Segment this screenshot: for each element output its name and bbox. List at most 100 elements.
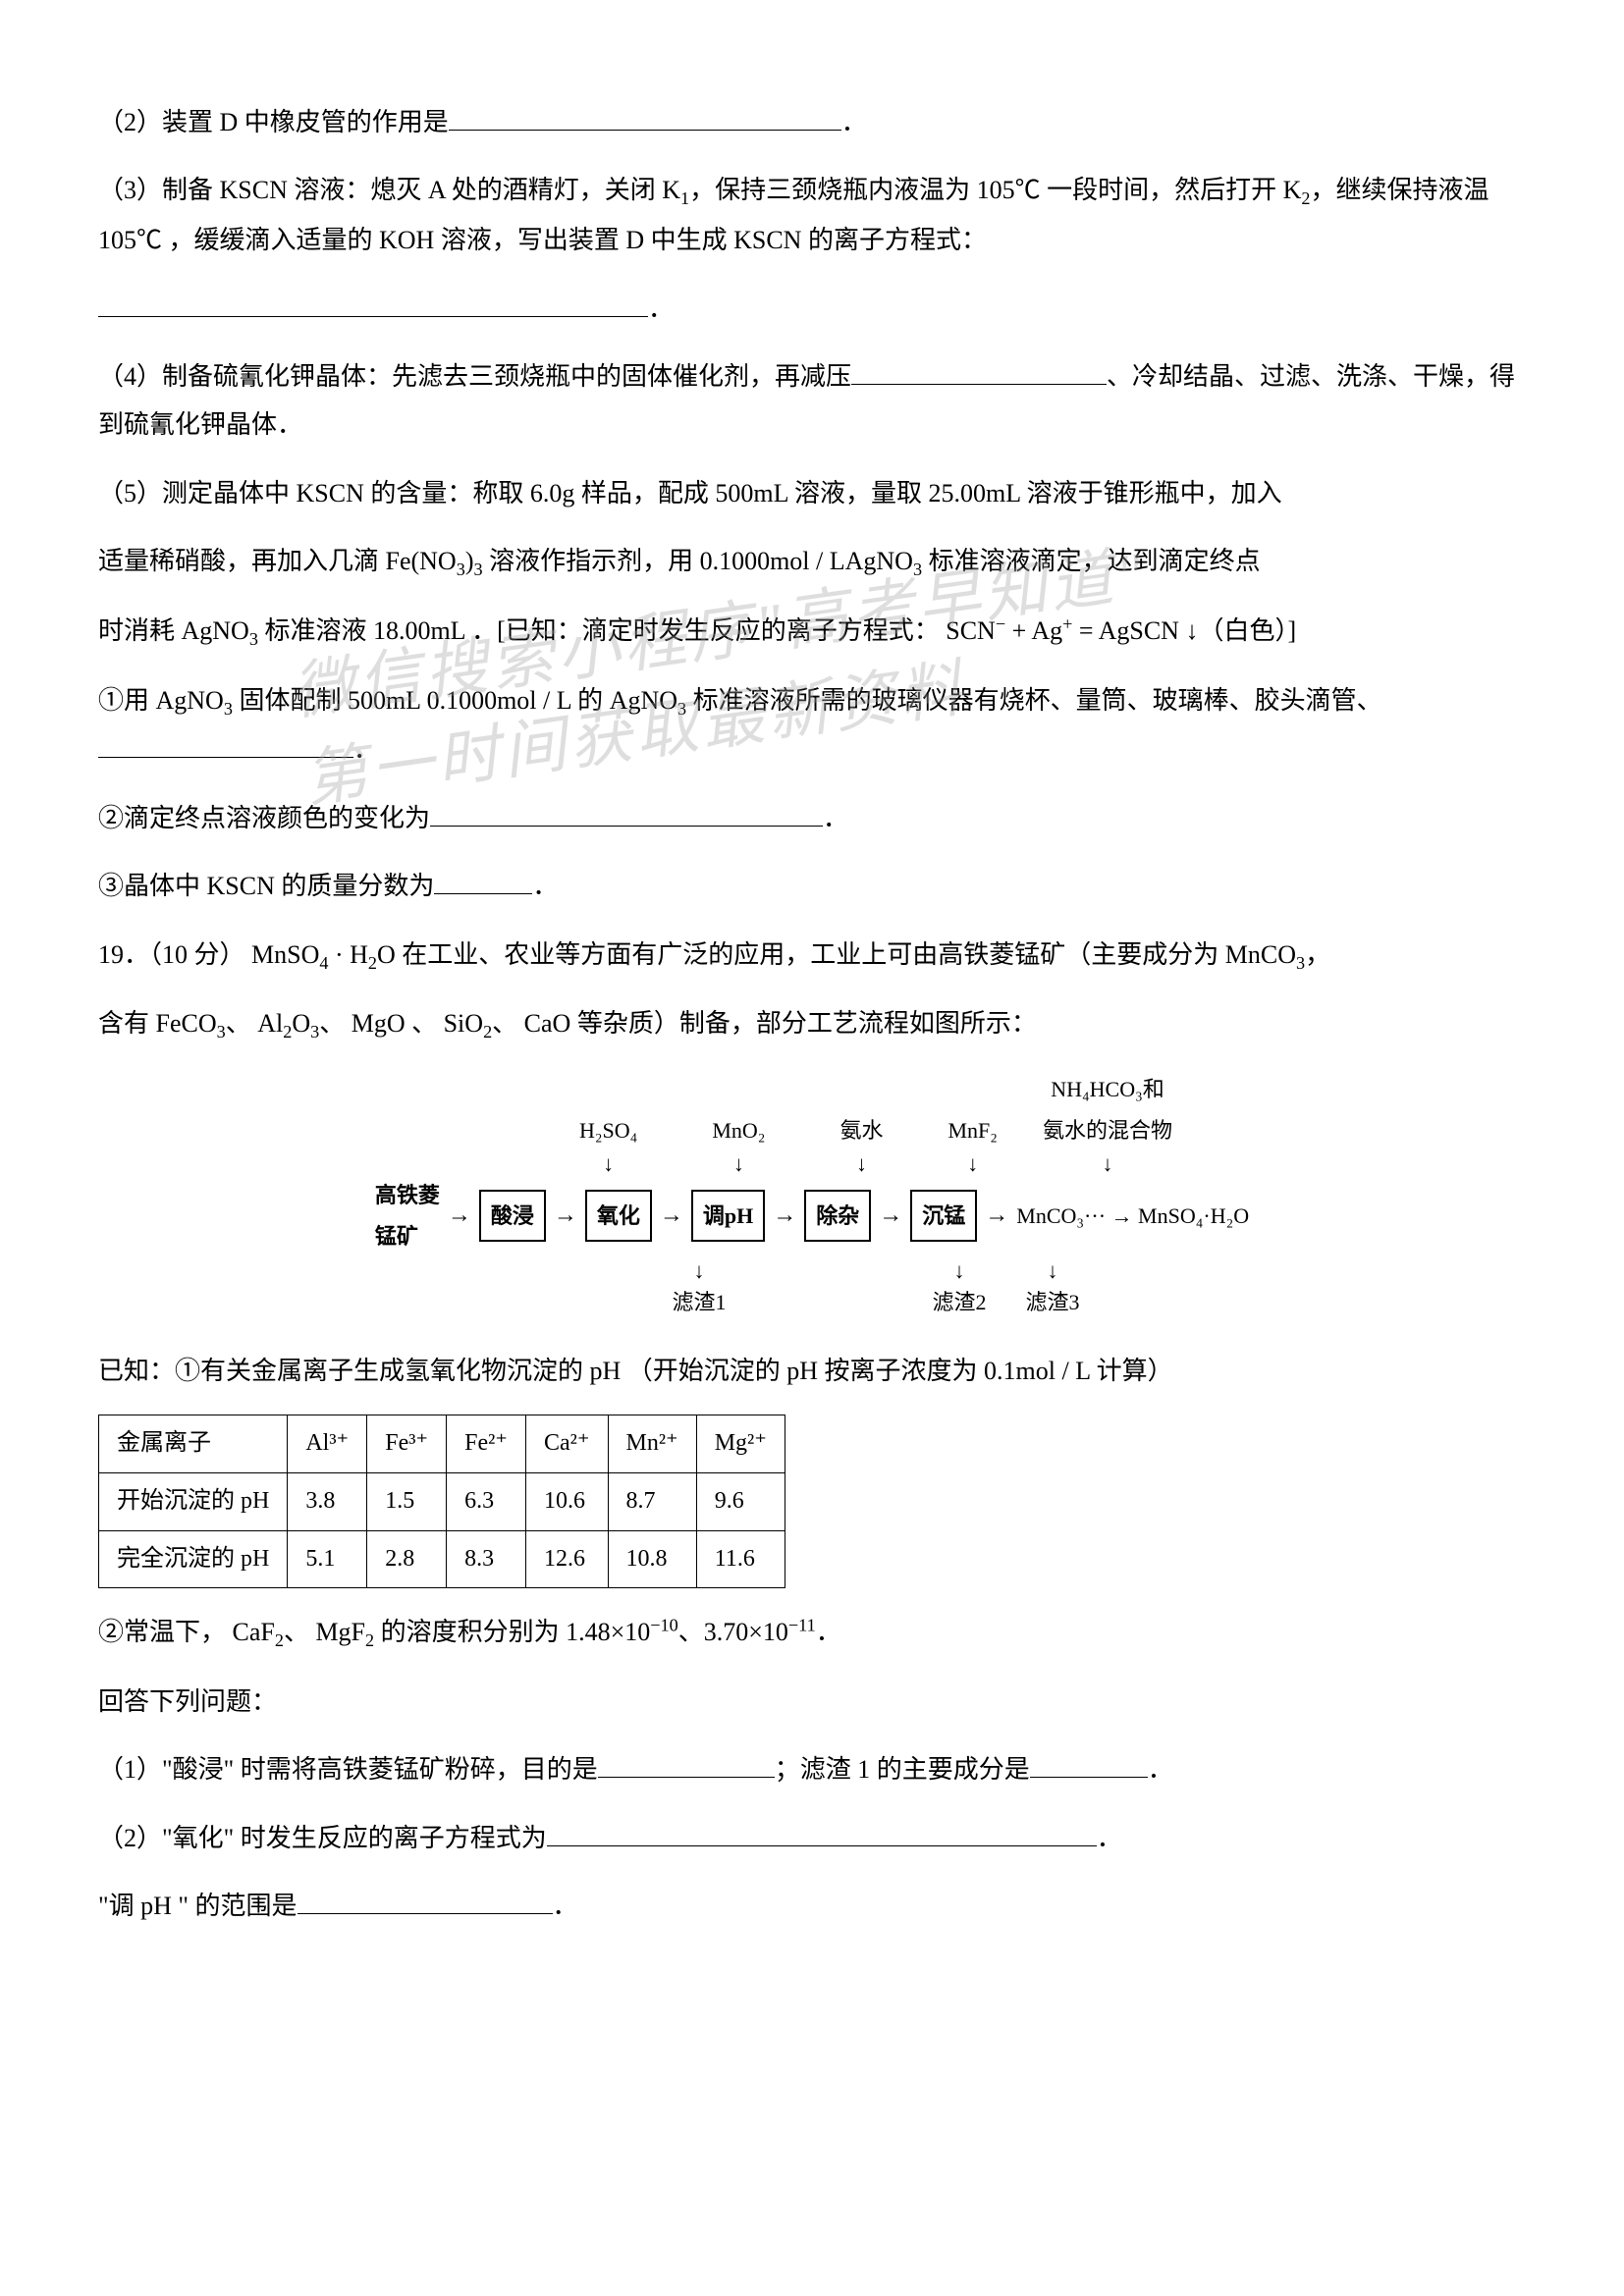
- dot: ．: [553, 1892, 578, 1920]
- sub: 3: [677, 699, 686, 719]
- flow-end: MnCO₃··· → MnSO₄·H₂O: [1016, 1196, 1249, 1237]
- flow-box-0: 酸浸: [479, 1190, 546, 1243]
- sub: 3: [310, 1023, 319, 1042]
- blank: [547, 1821, 1097, 1846]
- blank: [98, 732, 353, 758]
- q5c4: = AgSCN ↓（白色）]: [1072, 616, 1296, 645]
- q5b3: 标准溶液滴定，达到滴定终点: [922, 547, 1261, 575]
- right-arrow-icon: →: [985, 1194, 1008, 1239]
- r2-0: 5.1: [288, 1530, 367, 1588]
- right-arrow-icon: →: [773, 1194, 796, 1239]
- known2a: ②常温下， CaF: [98, 1618, 275, 1646]
- r1-2: 6.3: [447, 1473, 526, 1531]
- th-1: Al³⁺: [288, 1415, 367, 1473]
- right-arrow-icon: →: [660, 1194, 683, 1239]
- flow-mid-row: 高铁菱 锰矿 → 酸浸 → 氧化 → 调pH → 除杂 → 沉锰 → MnCO₃…: [375, 1175, 1249, 1257]
- blank: [449, 105, 841, 131]
- dot: ．: [1097, 1824, 1122, 1852]
- question-5-1: ①用 AgNO3 固体配制 500mL 0.1000mol / L 的 AgNO…: [98, 676, 1526, 774]
- sub: 3: [249, 629, 258, 649]
- dot: ．: [532, 872, 558, 900]
- known2c: 的溶度积分别为 1.48×10: [374, 1618, 650, 1646]
- r2-2: 8.3: [447, 1530, 526, 1588]
- q19h: 、 MgO 、 SiO: [319, 1009, 483, 1038]
- down-arrow-icon: ↓: [1102, 1153, 1112, 1175]
- q3a: （3）制备 KSCN 溶液：熄灭 A 处的酒精灯，关闭 K: [98, 176, 680, 204]
- flow-bottom-1: 滤渣2: [932, 1282, 986, 1323]
- q5b2: 溶液作指示剂，用 0.1000mol / LAgNO: [483, 547, 913, 575]
- right-arrow-icon: →: [879, 1194, 902, 1239]
- q4: （4）制备硫氰化钾晶体：先滤去三颈烧瓶中的固体催化剂，再减压: [98, 362, 851, 391]
- flow-top-2: 氨水: [839, 1110, 883, 1151]
- th-5: Mn²⁺: [608, 1415, 696, 1473]
- flow-box-3: 除杂: [804, 1190, 871, 1243]
- th-3: Fe²⁺: [447, 1415, 526, 1473]
- flowchart: H₂SO₄↓ MnO₂↓ 氨水↓ MnF₂↓ NH₄HCO₃和 氨水的混合物↓ …: [98, 1069, 1526, 1323]
- question-5-2: ②滴定终点溶液颜色的变化为．: [98, 794, 1526, 842]
- sub: 2: [275, 1630, 284, 1650]
- q5_2: ②滴定终点溶液颜色的变化为: [98, 804, 430, 832]
- a2a: （2）"氧化" 时发生反应的离子方程式为: [98, 1824, 547, 1852]
- r2-5: 11.6: [696, 1530, 785, 1588]
- flow-top-row: H₂SO₄↓ MnO₂↓ 氨水↓ MnF₂↓ NH₄HCO₃和 氨水的混合物↓: [579, 1069, 1172, 1175]
- sub: 3: [457, 560, 465, 579]
- question-2: （2）装置 D 中橡皮管的作用是 ．: [98, 98, 1526, 146]
- answer-2: （2）"氧化" 时发生反应的离子方程式为 ．: [98, 1814, 1526, 1862]
- flow-top-3: MnF₂: [948, 1110, 998, 1151]
- question-4: （4）制备硫氰化钾晶体：先滤去三颈烧瓶中的固体催化剂，再减压、冷却结晶、过滤、洗…: [98, 352, 1526, 450]
- down-arrow-icon: ↓: [733, 1153, 744, 1175]
- down-arrow-icon: ↓: [693, 1260, 704, 1282]
- th-4: Ca²⁺: [525, 1415, 608, 1473]
- r1-0: 3.8: [288, 1473, 367, 1531]
- sub: 3: [217, 1023, 226, 1042]
- dot: ．: [841, 108, 867, 136]
- q19d: ，: [1305, 940, 1330, 969]
- answer-1: （1）"酸浸" 时需将高铁菱锰矿粉碎，目的是；滤渣 1 的主要成分是．: [98, 1745, 1526, 1793]
- blank: [430, 801, 823, 827]
- sub: 2: [483, 1023, 492, 1042]
- q5_3: ③晶体中 KSCN 的质量分数为: [98, 872, 434, 900]
- sub: 3: [913, 560, 922, 579]
- question-5a: （5）测定晶体中 KSCN 的含量：称取 6.0g 样品，配成 500mL 溶液…: [98, 469, 1526, 517]
- a1b: ；滤渣 1 的主要成分是: [775, 1755, 1030, 1784]
- sup: −11: [788, 1616, 816, 1635]
- flow-box-2: 调pH: [691, 1190, 765, 1243]
- down-arrow-icon: ↓: [1048, 1260, 1058, 1282]
- r2-1: 2.8: [367, 1530, 447, 1588]
- sub: 3: [473, 560, 482, 579]
- question-5c: 时消耗 AgNO3 标准溶液 18.00mL ．[已知：滴定时发生反应的离子方程…: [98, 607, 1526, 657]
- answer-title: 回答下列问题：: [98, 1678, 1526, 1726]
- flow-top-4: NH₄HCO₃和 氨水的混合物: [1043, 1069, 1172, 1151]
- q5_1a: ①用 AgNO: [98, 686, 224, 715]
- dot: ．: [353, 735, 379, 764]
- flow-left: 高铁菱 锰矿: [375, 1175, 440, 1257]
- sup: −10: [650, 1616, 677, 1635]
- r1-1: 1.5: [367, 1473, 447, 1531]
- dot: ．: [816, 1618, 841, 1646]
- table-row: 完全沉淀的 pH 5.1 2.8 8.3 12.6 10.8 11.6: [99, 1530, 785, 1588]
- flow-box-1: 氧化: [585, 1190, 652, 1243]
- q3-blank: ．: [98, 285, 1526, 333]
- flow-bottom-row: ↓滤渣1 ↓滤渣2 ↓滤渣3: [672, 1260, 1079, 1323]
- sub: 3: [224, 699, 233, 719]
- q5b: 适量稀硝酸，再加入几滴 Fe(NO: [98, 547, 457, 575]
- question-19b: 含有 FeCO3、 Al2O3、 MgO 、 SiO2、 CaO 等杂质）制备，…: [98, 999, 1526, 1049]
- down-arrow-icon: ↓: [856, 1153, 867, 1175]
- r2-label: 完全沉淀的 pH: [99, 1530, 288, 1588]
- r1-4: 8.7: [608, 1473, 696, 1531]
- q19g: O: [292, 1009, 310, 1038]
- blank: [598, 1752, 775, 1778]
- question-3: （3）制备 KSCN 溶液：熄灭 A 处的酒精灯，关闭 K1，保持三颈烧瓶内液温…: [98, 166, 1526, 264]
- question-19: 19．（10 分） MnSO4 · H2O 在工业、农业等方面有广泛的应用，工业…: [98, 931, 1526, 981]
- a3a: "调 pH " 的范围是: [98, 1892, 298, 1920]
- flow-bottom-2: 滤渣3: [1026, 1282, 1080, 1323]
- q19i: 、 CaO 等杂质）制备，部分工艺流程如图所示：: [492, 1009, 1037, 1038]
- q19b: · H: [328, 940, 367, 969]
- right-arrow-icon: →: [448, 1194, 471, 1239]
- r2-3: 12.6: [525, 1530, 608, 1588]
- q2-text: （2）装置 D 中橡皮管的作用是: [98, 108, 449, 136]
- table-row: 金属离子 Al³⁺ Fe³⁺ Fe²⁺ Ca²⁺ Mn²⁺ Mg²⁺: [99, 1415, 785, 1473]
- sub: 3: [1296, 953, 1305, 973]
- blank: [434, 869, 532, 894]
- answer-3: "调 pH " 的范围是 ．: [98, 1882, 1526, 1930]
